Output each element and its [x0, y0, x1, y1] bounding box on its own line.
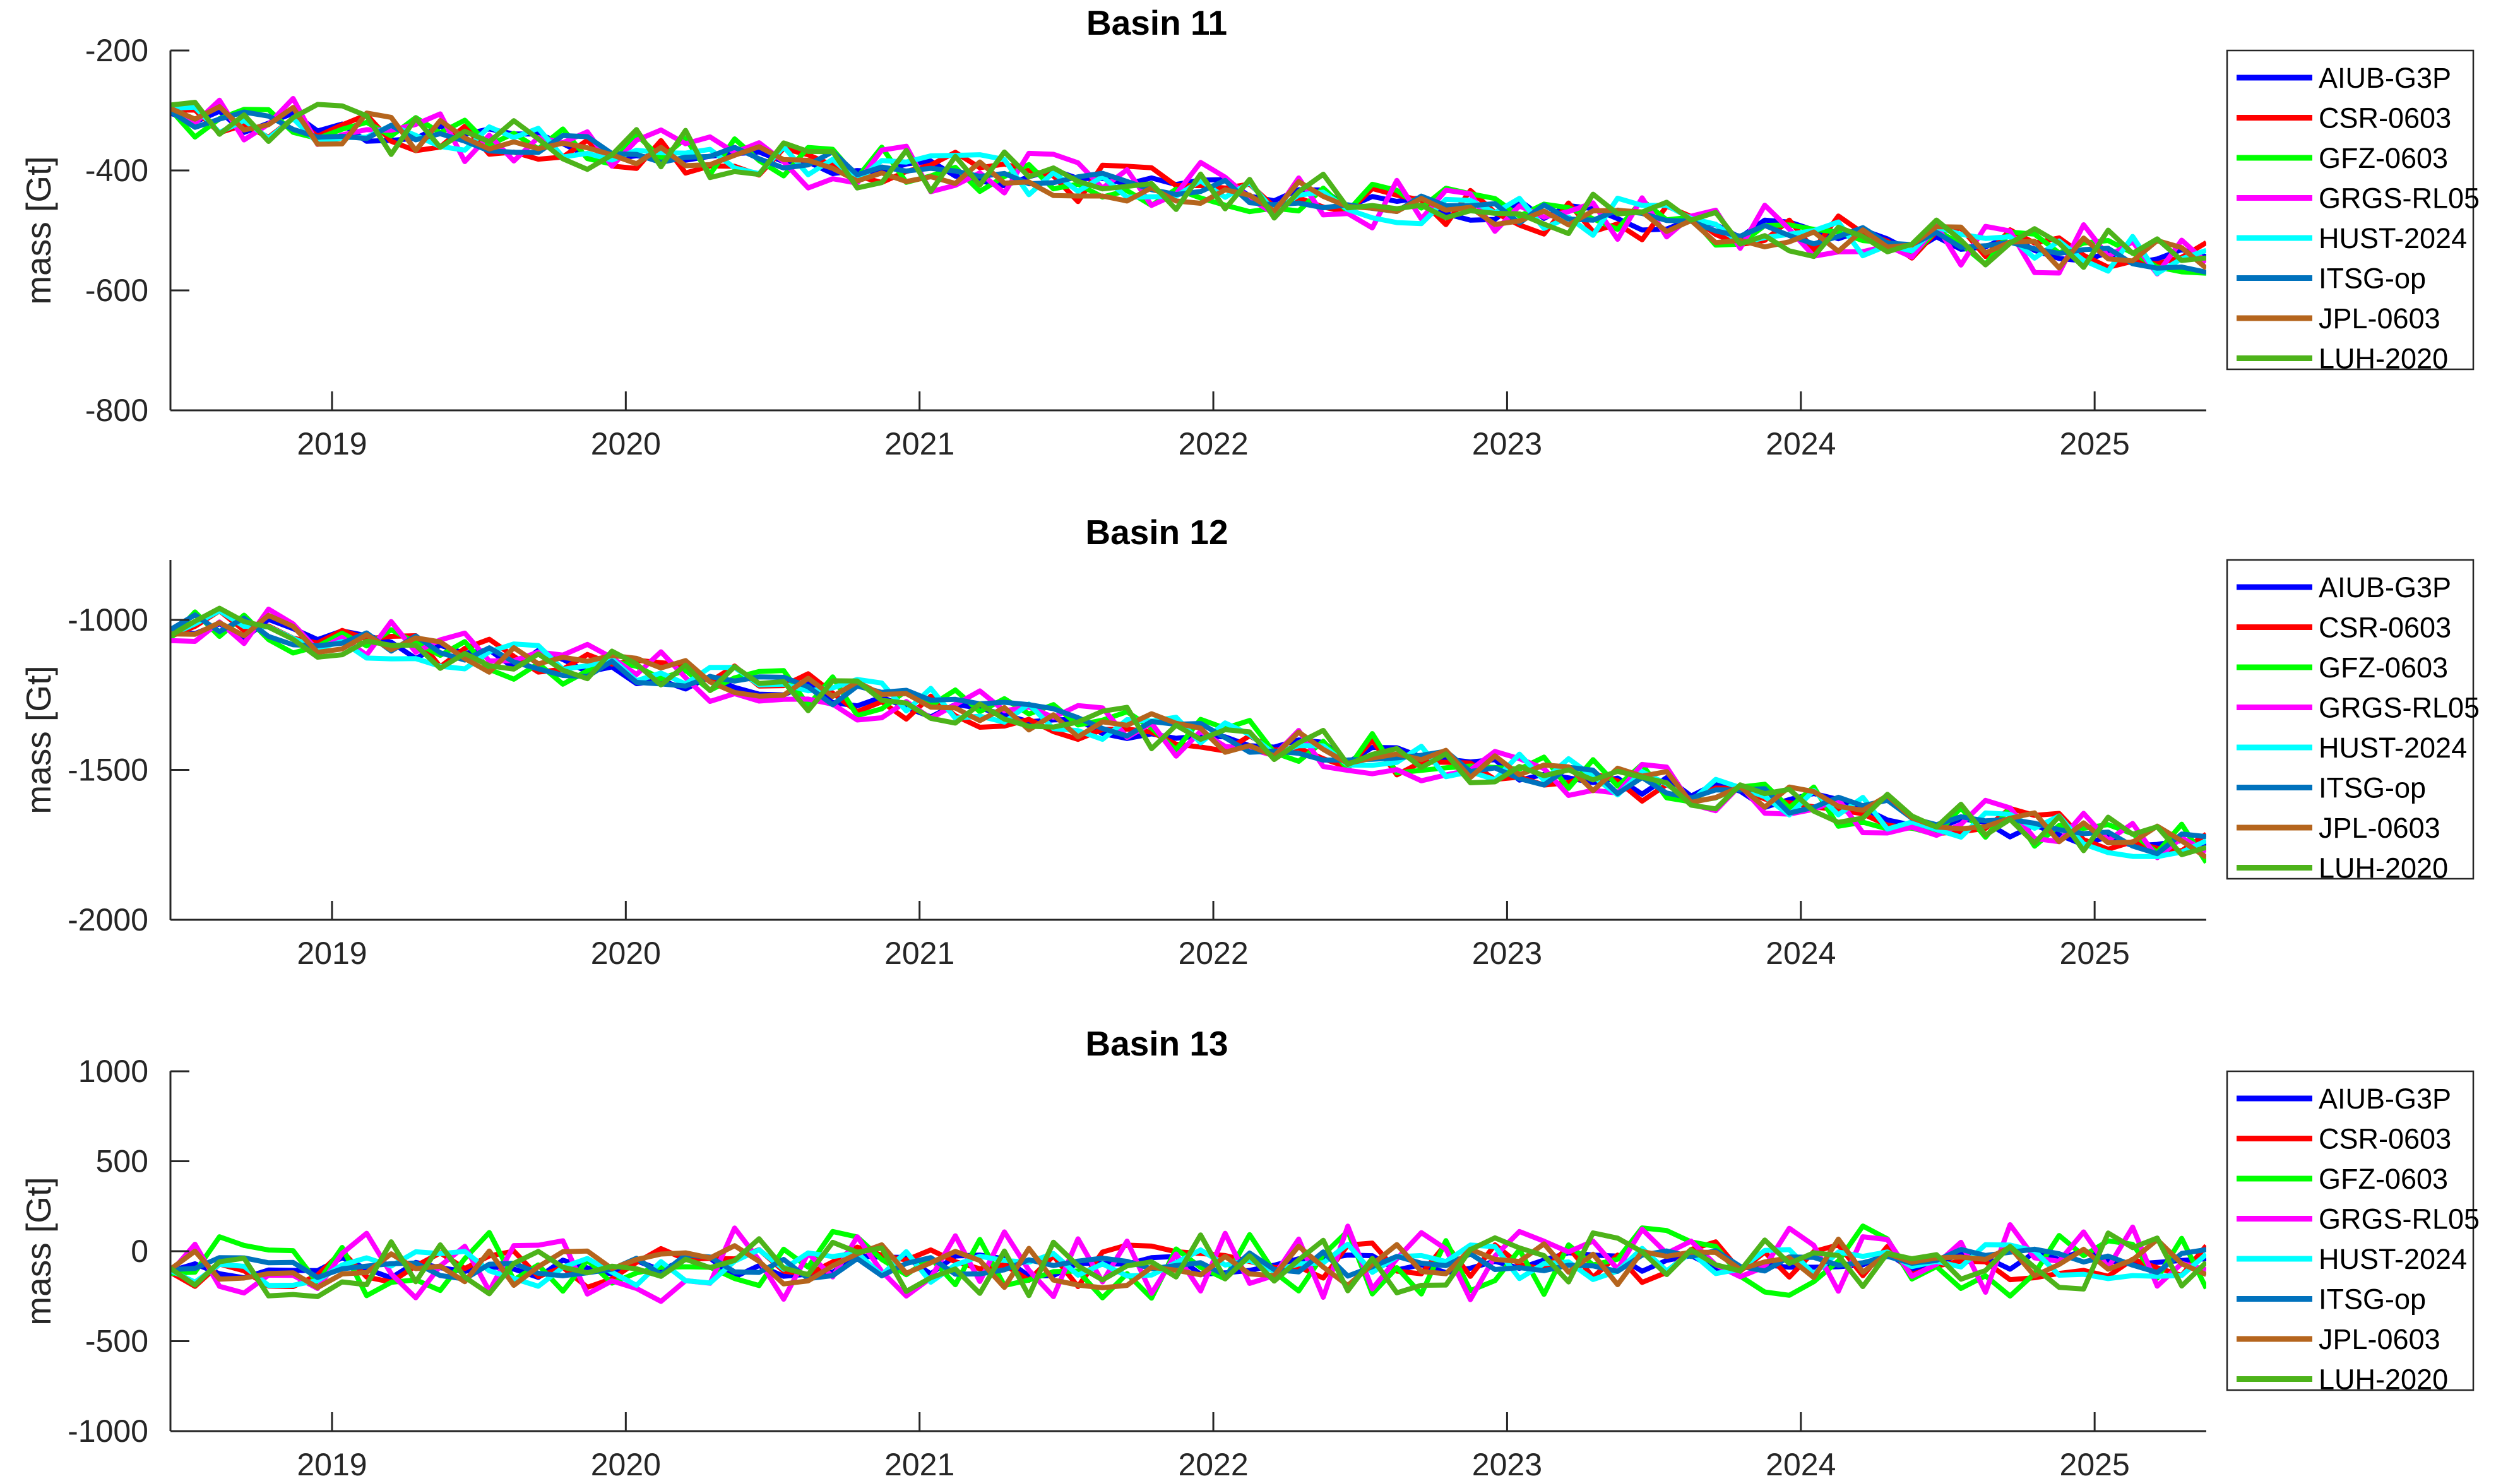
x-tick-label: 2019 [297, 1447, 367, 1481]
y-tick-label: -1000 [68, 1413, 148, 1449]
series-line-luh-2020 [170, 1230, 2206, 1299]
legend-entry: LUH-2020 [2319, 1364, 2448, 1396]
x-tick-label: 2021 [884, 1447, 954, 1481]
chart-title: Basin 11 [1086, 3, 1227, 42]
legend-entry: CSR-0603 [2319, 1123, 2451, 1155]
series-lines [170, 1222, 2206, 1304]
x-tick-label: 2019 [297, 426, 367, 461]
legend-entry: ITSG-op [2319, 772, 2426, 804]
chart-title: Basin 12 [1085, 513, 1228, 552]
legend-entry: JPL-0603 [2319, 1323, 2440, 1355]
x-tick-label: 2024 [1766, 936, 1836, 971]
series-line-jpl-0603 [170, 104, 2206, 271]
y-tick-label: 500 [96, 1144, 148, 1179]
x-tick-label: 2020 [591, 936, 661, 971]
y-tick-label: -2000 [68, 902, 148, 937]
x-tick-label: 2023 [1472, 426, 1542, 461]
legend-entry: GFZ-0603 [2319, 142, 2448, 174]
y-tick-label: 1000 [78, 1054, 148, 1089]
legend: AIUB-G3P CSR-0603 GFZ-0603 GRGS-RL05 HUST-20… [2226, 559, 2480, 884]
series-line-luh-2020 [170, 100, 2206, 270]
x-tick-label: 2023 [1472, 936, 1542, 971]
legend-entry: AIUB-G3P [2319, 1083, 2451, 1115]
x-tick-label: 2025 [2060, 1447, 2130, 1481]
y-axis-label: mass [Gt] [19, 665, 58, 814]
x-tick-label: 2025 [2060, 426, 2130, 461]
x-tick-label: 2021 [884, 426, 954, 461]
y-tick-label: -200 [85, 33, 148, 68]
x-tick-label: 2019 [297, 936, 367, 971]
x-tick-label: 2022 [1178, 1447, 1248, 1481]
panel-basin-1: Basin 11 mass [Gt] -800 -600 -400 -200 2019 202… [19, 3, 2480, 461]
legend-entry: ITSG-op [2319, 263, 2426, 295]
y-tick-label: -1000 [68, 602, 148, 638]
legend-entry: HUST-2024 [2319, 222, 2467, 254]
y-tick-label: -600 [85, 273, 148, 308]
y-tick-label: -400 [85, 153, 148, 188]
x-tick-label: 2022 [1178, 426, 1248, 461]
y-tick-label: 0 [131, 1234, 148, 1269]
series-lines [170, 96, 2206, 277]
series-line-luh-2020 [170, 605, 2206, 857]
legend-entry: GFZ-0603 [2319, 1163, 2448, 1195]
series-line-jpl-0603 [170, 612, 2206, 860]
x-tick-label: 2025 [2060, 936, 2130, 971]
legend: AIUB-G3P CSR-0603 GFZ-0603 GRGS-RL05 HUST-20… [2226, 49, 2480, 375]
legend-entry: GRGS-RL05 [2319, 1203, 2480, 1235]
x-tick-label: 2020 [591, 1447, 661, 1481]
legend-entry: HUST-2024 [2319, 732, 2467, 764]
y-axis-label: mass [Gt] [19, 156, 58, 304]
legend-entry: AIUB-G3P [2319, 571, 2451, 604]
legend-entry: CSR-0603 [2319, 612, 2451, 644]
x-tick-label: 2021 [884, 936, 954, 971]
legend-entry: AIUB-G3P [2319, 62, 2451, 94]
legend-entry: ITSG-op [2319, 1283, 2426, 1316]
legend-entry: JPL-0603 [2319, 812, 2440, 844]
y-tick-label: -800 [85, 393, 148, 428]
legend-entry: HUST-2024 [2319, 1243, 2467, 1275]
legend: AIUB-G3P CSR-0603 GFZ-0603 GRGS-RL05 HUST-20… [2226, 1070, 2480, 1396]
y-axis-label: mass [Gt] [19, 1177, 58, 1325]
series-line-grgs-rl05 [170, 96, 2206, 277]
x-tick-label: 2024 [1766, 1447, 1836, 1481]
legend-entry: GRGS-RL05 [2319, 692, 2480, 724]
chart-title: Basin 13 [1085, 1024, 1228, 1063]
x-tick-label: 2022 [1178, 936, 1248, 971]
y-tick-label: -500 [85, 1324, 148, 1359]
panel-basin-2: Basin 12 mass [Gt] -2000 -1500 -1000 2019 2020… [19, 513, 2480, 971]
legend-entry: CSR-0603 [2319, 102, 2451, 134]
series-lines [170, 605, 2206, 864]
series-line-itsg-op [170, 1246, 2206, 1282]
x-tick-label: 2024 [1766, 426, 1836, 461]
y-tick-label: -1500 [68, 752, 148, 788]
x-tick-label: 2020 [591, 426, 661, 461]
legend-entry: JPL-0603 [2319, 302, 2440, 335]
legend-entry: LUH-2020 [2319, 852, 2448, 884]
legend-entry: LUH-2020 [2319, 343, 2448, 375]
panel-basin-3: Basin 13 mass [Gt] -1000 -500 0 500 1000 2019 20… [19, 1024, 2480, 1481]
x-tick-label: 2023 [1472, 1447, 1542, 1481]
legend-entry: GFZ-0603 [2319, 651, 2448, 684]
legend-entry: GRGS-RL05 [2319, 182, 2480, 215]
series-line-jpl-0603 [170, 1236, 2206, 1290]
